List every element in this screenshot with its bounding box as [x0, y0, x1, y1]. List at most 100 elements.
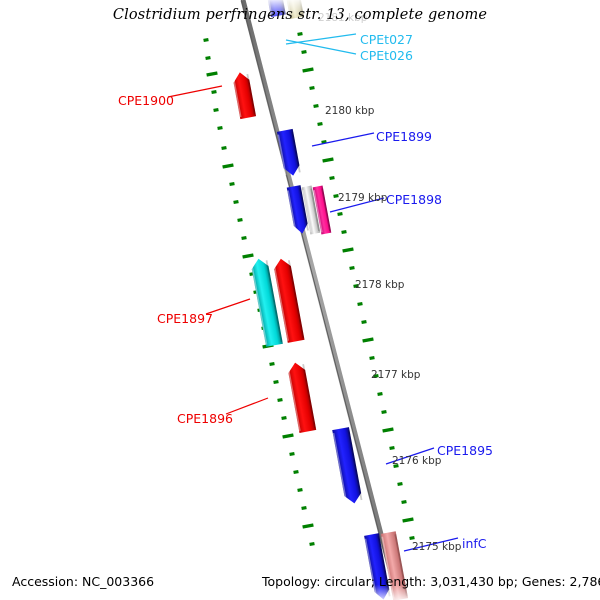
gene-CPE1900[interactable]	[232, 71, 257, 120]
gene-CPE1897-cyan[interactable]	[250, 257, 283, 347]
scale-tick-left	[233, 199, 239, 205]
scale-tick-right	[349, 265, 355, 271]
scale-tick-right	[309, 85, 315, 91]
scale-tick-right	[337, 211, 343, 217]
gene-CPE1897-red[interactable]	[272, 257, 305, 343]
scale-tick-left	[217, 125, 223, 131]
gene-label-CPE1900[interactable]: CPE1900	[118, 93, 174, 108]
scale-label: 2177 kbp	[371, 369, 421, 381]
scale-tick-left	[281, 415, 287, 421]
scale-tick-right	[341, 229, 347, 235]
scale-tick-left	[297, 487, 303, 493]
leader-line-CPE1897	[205, 298, 251, 315]
scale-tick-left	[302, 523, 314, 529]
gene-body[interactable]	[287, 361, 317, 433]
scale-tick-left	[289, 451, 295, 457]
scale-tick-left	[269, 361, 275, 367]
scale-tick-right	[393, 463, 399, 469]
scale-tick-right	[322, 157, 334, 163]
leader-line-CPE1900	[167, 85, 223, 98]
scale-tick-right	[381, 409, 387, 415]
scale-tick-right	[362, 337, 374, 343]
scale-tick-right	[389, 445, 395, 451]
gene-highlight	[250, 262, 268, 345]
gene-shadow	[347, 430, 363, 501]
gene-CPE1895[interactable]	[332, 427, 363, 505]
gene-highlight	[313, 189, 323, 233]
scale-tick-left	[211, 89, 217, 95]
gene-body[interactable]	[332, 427, 363, 505]
scale-tick-left	[221, 145, 227, 151]
scale-tick-marks	[203, 31, 415, 547]
gene-body[interactable]	[276, 128, 301, 177]
scale-tick-left	[205, 55, 211, 61]
scale-tick-right	[401, 499, 407, 505]
scale-tick-right	[369, 355, 375, 361]
gene-body[interactable]	[286, 185, 310, 235]
gene-label-CPE1899[interactable]: CPE1899	[376, 129, 432, 144]
genome-backbone[interactable]	[240, 0, 401, 600]
scale-tick-left	[273, 379, 279, 385]
status-footer: Accession: NC_003366 Topology: circular;…	[0, 574, 600, 594]
gene-CPE1898-white[interactable]	[301, 185, 321, 235]
backbone-line[interactable]	[240, 0, 401, 600]
gene-label-CPEt026[interactable]: CPEt026	[360, 48, 413, 63]
scale-tick-right	[302, 67, 314, 73]
gene-shadow	[302, 363, 316, 429]
scale-label: 2175 kbp	[412, 541, 462, 553]
gene-shadow	[321, 188, 331, 232]
scale-label: 2180 kbp	[325, 105, 375, 117]
scale-tick-left	[206, 71, 218, 77]
gene-label-CPE1895[interactable]: CPE1895	[437, 443, 493, 458]
gene-shadow	[246, 73, 256, 115]
gene-highlight	[287, 190, 297, 233]
label-leader-lines	[167, 33, 459, 552]
gene-shadow	[265, 260, 283, 343]
gene-highlight	[302, 189, 312, 233]
leader-line-CPE1898	[329, 197, 385, 213]
gene-body[interactable]	[250, 257, 283, 347]
scale-tick-right	[382, 427, 394, 433]
scale-tick-right	[301, 49, 307, 55]
gene-label-infC[interactable]: infC	[462, 536, 487, 551]
scale-tick-left	[309, 541, 315, 547]
gene-highlight	[277, 134, 287, 176]
scale-tick-right	[317, 121, 323, 127]
gene-shadow	[291, 131, 301, 173]
scale-tick-right	[342, 247, 354, 253]
gene-body[interactable]	[272, 257, 305, 343]
scale-tick-right	[357, 301, 363, 307]
scale-tick-right	[402, 517, 414, 523]
gene-label-CPE1898[interactable]: CPE1898	[386, 192, 442, 207]
scale-tick-left	[213, 107, 219, 113]
gene-highlight	[232, 76, 242, 118]
leader-line-CPE1896	[225, 397, 269, 415]
accession-label: Accession: NC_003366	[12, 574, 155, 589]
scale-tick-right	[377, 391, 383, 397]
scale-tick-left	[241, 235, 247, 241]
scale-tick-right	[409, 535, 415, 541]
gene-body[interactable]	[312, 185, 332, 235]
topology-label: Topology: circular; Length: 3,031,430 bp…	[262, 574, 600, 589]
scale-tick-left	[203, 37, 209, 43]
scale-tick-right	[397, 481, 403, 487]
gene-label-CPE1896[interactable]: CPE1896	[177, 411, 233, 426]
gene-CPE1899[interactable]	[276, 128, 301, 177]
scale-label: 2181 kbp	[318, 12, 368, 24]
gene-CPE1898-blue[interactable]	[286, 185, 310, 235]
scale-label: 2179 kbp	[338, 192, 388, 204]
gene-CPE1898-mag[interactable]	[312, 185, 332, 235]
gene-CPE1896[interactable]	[287, 361, 317, 433]
scale-tick-right	[361, 319, 367, 325]
leader-line-CPE1895	[385, 447, 435, 465]
gene-body[interactable]	[301, 185, 321, 235]
gene-label-CPEt027[interactable]: CPEt027	[360, 32, 413, 47]
gene-shadow	[287, 260, 305, 339]
gene-body[interactable]	[232, 71, 257, 120]
gene-label-CPE1897[interactable]: CPE1897	[157, 311, 213, 326]
scale-tick-left	[277, 397, 283, 403]
scale-tick-right	[329, 175, 335, 181]
gene-shadow	[299, 188, 309, 231]
